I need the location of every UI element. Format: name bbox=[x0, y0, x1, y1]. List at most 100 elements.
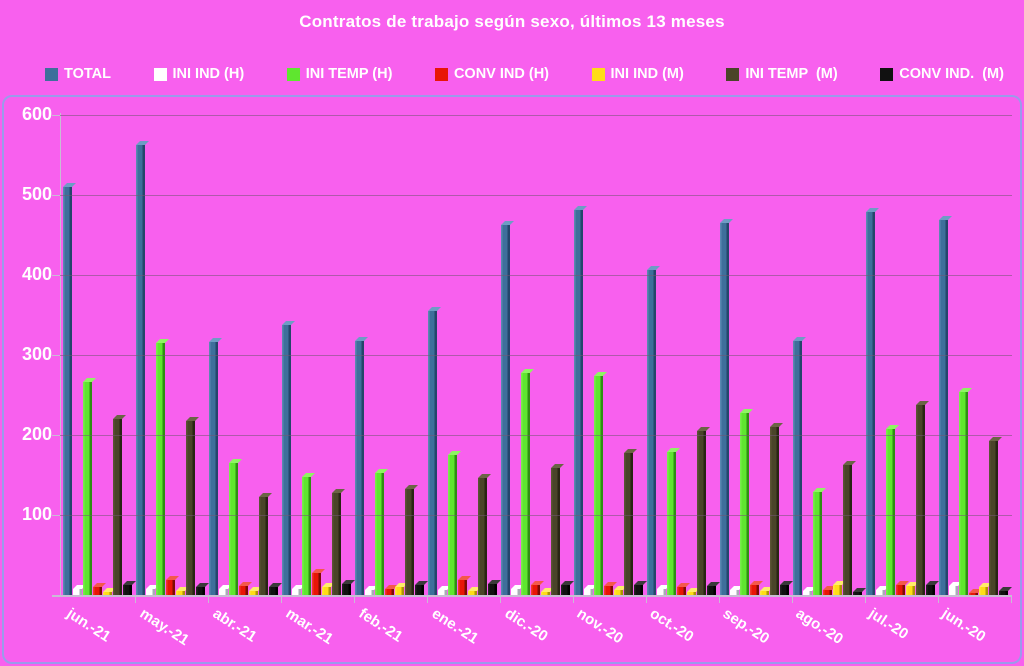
bar-total-abr.-21 bbox=[209, 342, 218, 595]
legend-label: INI IND (M) bbox=[610, 66, 684, 82]
bar-ini-temp-h-feb.-21 bbox=[375, 473, 384, 595]
bar-conv-ind-m-ene.-21 bbox=[488, 584, 497, 595]
bar-ini-temp-h-sep.-20 bbox=[740, 413, 749, 595]
x-tick-label-ene.-21: ene.-21 bbox=[428, 605, 481, 648]
bar-conv-ind-h-may.-21 bbox=[166, 580, 175, 595]
bar-group-jul.-20 bbox=[866, 115, 939, 603]
bar-ini-temp-m-nov.-20 bbox=[624, 453, 633, 595]
bar-ini-ind-h-abr.-21 bbox=[219, 589, 228, 595]
legend-label: TOTAL bbox=[64, 66, 111, 82]
bar-total-nov.-20 bbox=[574, 210, 583, 595]
bar-ini-temp-m-jun.-21 bbox=[113, 419, 122, 595]
bar-ini-temp-m-ene.-21 bbox=[478, 478, 487, 595]
bar-ini-ind-h-nov.-20 bbox=[584, 589, 593, 595]
gridline-300 bbox=[54, 355, 1012, 356]
gridline-400 bbox=[54, 275, 1012, 276]
bar-total-ago.-20 bbox=[793, 341, 802, 595]
y-tick-mark bbox=[52, 435, 60, 436]
bar-ini-temp-h-nov.-20 bbox=[594, 376, 603, 595]
legend-label: INI TEMP (H) bbox=[305, 66, 393, 82]
y-tick-mark bbox=[52, 355, 60, 356]
bar-ini-ind-m-mar.-21 bbox=[322, 587, 331, 595]
y-tick-label-100: 100 bbox=[21, 504, 52, 524]
legend-item-7: CONV IND. (M) bbox=[880, 66, 1004, 82]
bar-group-may.-21 bbox=[136, 115, 209, 603]
x-tick-label-abr.-21: abr.-21 bbox=[209, 605, 260, 646]
legend-label: INI TEMP (M) bbox=[745, 66, 838, 82]
bar-total-mar.-21 bbox=[282, 325, 291, 595]
x-tick-label-oct.-20: oct.-20 bbox=[647, 605, 697, 646]
bar-conv-ind-m-abr.-21 bbox=[269, 587, 278, 595]
legend: TOTAL INI IND (H) INI TEMP (H) CONV IND (H)… bbox=[45, 62, 1004, 86]
x-tick-label-may.-21: may.-21 bbox=[136, 605, 192, 650]
bar-group-abr.-21 bbox=[209, 115, 282, 603]
bar-ini-ind-m-ene.-21 bbox=[468, 591, 477, 595]
bar-group-jun.-21 bbox=[63, 115, 136, 603]
bar-ini-ind-m-abr.-21 bbox=[249, 591, 258, 595]
y-tick-mark bbox=[52, 515, 60, 516]
bar-ini-temp-m-mar.-21 bbox=[332, 493, 341, 595]
bar-conv-ind-m-oct.-20 bbox=[707, 586, 716, 595]
legend-swatch bbox=[880, 67, 894, 81]
y-tick-label-500: 500 bbox=[21, 184, 52, 204]
legend-swatch bbox=[591, 67, 605, 81]
bar-conv-ind-h-nov.-20 bbox=[604, 586, 613, 595]
x-tick-label-ago.-20: ago.-20 bbox=[792, 605, 847, 648]
bar-ini-temp-h-ene.-21 bbox=[448, 455, 457, 595]
y-tick-label-200: 200 bbox=[21, 424, 52, 444]
bar-group-dic.-20 bbox=[501, 115, 574, 603]
gridline-200 bbox=[54, 435, 1012, 436]
bar-ini-temp-m-dic.-20 bbox=[551, 468, 560, 595]
bar-ini-temp-m-jul.-20 bbox=[916, 405, 925, 595]
legend-item-4: CONV IND (H) bbox=[434, 66, 550, 82]
legend-label: CONV IND. (M) bbox=[899, 66, 1004, 82]
gridline-100 bbox=[54, 515, 1012, 516]
bar-conv-ind-h-jul.-20 bbox=[896, 585, 905, 595]
y-tick-mark bbox=[52, 275, 60, 276]
legend-item-1: TOTAL bbox=[45, 66, 111, 82]
bar-ini-ind-h-mar.-21 bbox=[292, 589, 301, 595]
x-tick-label-nov.-20: nov.-20 bbox=[574, 605, 627, 648]
bar-ini-temp-h-mar.-21 bbox=[302, 477, 311, 595]
bar-conv-ind-h-ago.-20 bbox=[823, 590, 832, 595]
bar-ini-temp-h-jun.-20 bbox=[959, 392, 968, 595]
bar-ini-ind-h-may.-21 bbox=[146, 589, 155, 595]
x-tick-label-sep.-20: sep.-20 bbox=[720, 605, 773, 648]
bar-total-jun.-20 bbox=[939, 220, 948, 595]
legend-item-6: INI TEMP (M) bbox=[726, 66, 838, 82]
bar-ini-temp-h-may.-21 bbox=[156, 343, 165, 595]
bar-ini-temp-h-dic.-20 bbox=[521, 373, 530, 595]
bar-conv-ind-h-sep.-20 bbox=[750, 585, 759, 595]
bar-ini-ind-m-jun.-20 bbox=[979, 587, 988, 595]
bar-ini-temp-m-abr.-21 bbox=[259, 497, 268, 595]
y-tick-label-600: 600 bbox=[21, 104, 52, 124]
bar-conv-ind-h-mar.-21 bbox=[312, 573, 321, 595]
bar-conv-ind-m-may.-21 bbox=[196, 587, 205, 595]
bar-ini-ind-h-ago.-20 bbox=[803, 591, 812, 595]
y-tick-mark bbox=[52, 115, 60, 116]
bar-group-nov.-20 bbox=[574, 115, 647, 603]
bar-conv-ind-h-abr.-21 bbox=[239, 586, 248, 595]
gridline-500 bbox=[54, 195, 1012, 196]
bar-ini-ind-m-oct.-20 bbox=[687, 592, 696, 595]
legend-label: CONV IND (H) bbox=[453, 66, 550, 82]
bar-ini-temp-m-sep.-20 bbox=[770, 427, 779, 595]
bar-group-oct.-20 bbox=[647, 115, 720, 603]
bar-group-feb.-21 bbox=[355, 115, 428, 603]
gridline-600 bbox=[54, 115, 1012, 116]
legend-label: INI IND (H) bbox=[172, 66, 245, 82]
x-tick-label-jun.-20: jun.-20 bbox=[938, 605, 989, 646]
bar-ini-temp-h-jun.-21 bbox=[83, 382, 92, 595]
bar-ini-ind-m-jun.-21 bbox=[103, 592, 112, 595]
bar-ini-ind-h-oct.-20 bbox=[657, 589, 666, 595]
bar-conv-ind-h-jun.-20 bbox=[969, 593, 978, 595]
bar-ini-ind-m-feb.-21 bbox=[395, 587, 404, 595]
bar-group-ene.-21 bbox=[428, 115, 501, 603]
bar-ini-temp-m-ago.-20 bbox=[843, 465, 852, 595]
legend-swatch bbox=[153, 67, 167, 81]
bar-group-jun.-20 bbox=[939, 115, 1012, 603]
bar-ini-ind-m-ago.-20 bbox=[833, 585, 842, 595]
plot-area: 600 500 400 300 200 100 jun.-21 may.-21 abr.-21 m… bbox=[2, 95, 1022, 664]
bar-ini-temp-h-abr.-21 bbox=[229, 463, 238, 595]
